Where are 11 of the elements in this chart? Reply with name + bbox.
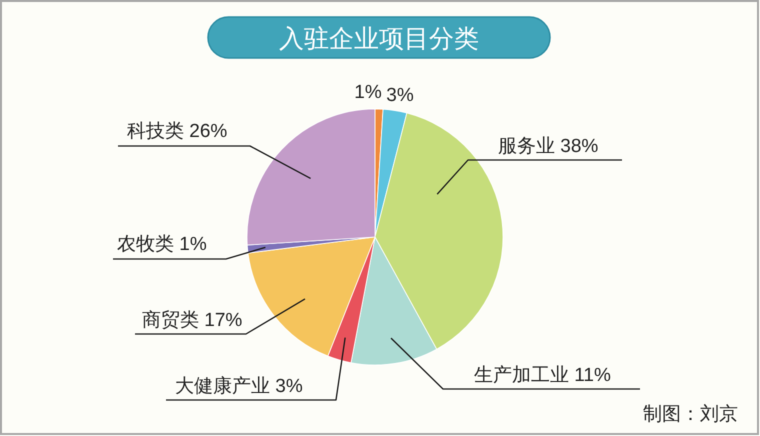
data-label: 3%: [386, 85, 414, 106]
slice-label: 商贸类 17%: [142, 309, 242, 331]
slice-label: 大健康产业 3%: [175, 375, 303, 397]
data-label: 1%: [354, 82, 382, 103]
title: 入驻企业项目分类: [207, 16, 551, 59]
chart-title: 入驻企业项目分类: [279, 25, 479, 53]
slice-label: 生产加工业 11%: [474, 365, 611, 386]
slice-label: 科技类 26%: [127, 121, 228, 142]
text: 制图：刘京: [643, 403, 738, 425]
slice-label: 农牧类 1%: [117, 234, 207, 255]
slice-label: 服务业 38%: [498, 136, 598, 157]
